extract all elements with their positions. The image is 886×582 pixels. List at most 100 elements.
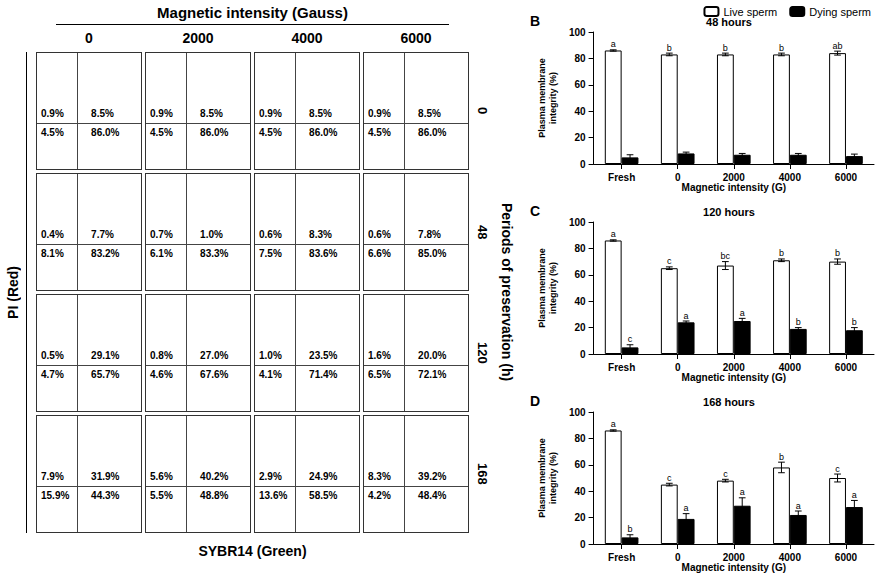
html-text:8.5%: 8.5% xyxy=(200,107,223,119)
html-text:0.9%: 0.9% xyxy=(150,107,173,119)
svg-text:b: b xyxy=(835,248,840,258)
svg-text:a: a xyxy=(611,229,616,239)
html-text:86.0%: 86.0% xyxy=(91,126,120,138)
svg-text:80: 80 xyxy=(574,53,586,64)
html-text:PI (Red): PI (Red) xyxy=(5,266,21,319)
svg-text:b: b xyxy=(779,452,784,462)
html-text:48: 48 xyxy=(474,224,490,240)
svg-text:100: 100 xyxy=(569,407,586,418)
svg-text:4000: 4000 xyxy=(779,552,802,563)
svg-text:168 hours: 168 hours xyxy=(703,396,755,408)
html-text:4.5%: 4.5% xyxy=(368,126,391,138)
svg-text:4000: 4000 xyxy=(779,362,802,373)
svg-text:integrity (%): integrity (%) xyxy=(548,72,558,124)
svg-text:B: B xyxy=(530,13,540,29)
svg-text:Magnetic intensity (G): Magnetic intensity (G) xyxy=(682,562,786,573)
svg-text:6000: 6000 xyxy=(835,552,858,563)
svg-text:a: a xyxy=(740,487,745,497)
svg-text:120 hours: 120 hours xyxy=(703,206,755,218)
svg-text:c: c xyxy=(667,256,672,266)
svg-text:c: c xyxy=(835,464,840,474)
svg-text:b: b xyxy=(852,317,857,327)
svg-text:Plasma membrane: Plasma membrane xyxy=(537,248,547,328)
svg-text:a: a xyxy=(684,311,689,321)
svg-text:b: b xyxy=(779,248,784,258)
svg-text:C: C xyxy=(530,203,540,219)
svg-text:0: 0 xyxy=(675,552,681,563)
svg-text:0: 0 xyxy=(580,349,586,360)
html-text:86.0%: 86.0% xyxy=(309,126,338,138)
svg-text:Magnetic intensity (G): Magnetic intensity (G) xyxy=(682,182,786,193)
svg-text:a: a xyxy=(611,39,616,49)
svg-text:6000: 6000 xyxy=(835,362,858,373)
svg-text:c: c xyxy=(667,473,672,483)
html-text:2000: 2000 xyxy=(182,30,214,46)
html-text:Periods of preservation (h): Periods of preservation (h) xyxy=(499,203,515,382)
html-text:0.9%: 0.9% xyxy=(41,107,64,119)
svg-text:b: b xyxy=(667,43,672,53)
svg-text:a: a xyxy=(852,490,857,500)
svg-text:80: 80 xyxy=(574,433,586,444)
html-text:120: 120 xyxy=(474,342,490,364)
svg-text:Magnetic intensity (G): Magnetic intensity (G) xyxy=(682,372,786,383)
html-text:0.9%: 0.9% xyxy=(259,107,282,119)
html-text:8.5%: 8.5% xyxy=(309,107,332,119)
svg-text:20: 20 xyxy=(574,132,586,143)
svg-text:D: D xyxy=(530,393,540,409)
svg-text:Fresh: Fresh xyxy=(608,172,635,183)
svg-text:b: b xyxy=(779,43,784,53)
svg-text:Fresh: Fresh xyxy=(608,362,635,373)
svg-text:0: 0 xyxy=(580,539,586,550)
svg-text:2000: 2000 xyxy=(723,552,746,563)
svg-text:0: 0 xyxy=(675,172,681,183)
svg-text:a: a xyxy=(611,419,616,429)
svg-text:Dying sperm: Dying sperm xyxy=(809,6,871,18)
svg-text:40: 40 xyxy=(574,106,586,117)
html-text:SYBR14 (Green): SYBR14 (Green) xyxy=(198,543,307,559)
svg-text:Fresh: Fresh xyxy=(608,552,635,563)
svg-text:6000: 6000 xyxy=(835,172,858,183)
html-text:6000: 6000 xyxy=(400,30,432,46)
svg-text:80: 80 xyxy=(574,243,586,254)
svg-text:b: b xyxy=(723,43,728,53)
svg-text:2000: 2000 xyxy=(723,362,746,373)
svg-text:a: a xyxy=(796,501,801,511)
svg-text:bc: bc xyxy=(721,251,731,261)
svg-text:100: 100 xyxy=(569,217,586,228)
html-text:8.5%: 8.5% xyxy=(418,107,441,119)
svg-text:b: b xyxy=(796,317,801,327)
html-text:8.5%: 8.5% xyxy=(91,107,114,119)
svg-text:ab: ab xyxy=(833,41,843,51)
html-text:4000: 4000 xyxy=(291,30,323,46)
svg-text:integrity (%): integrity (%) xyxy=(548,262,558,314)
svg-text:48 hours: 48 hours xyxy=(706,15,752,28)
svg-text:Plasma membrane: Plasma membrane xyxy=(537,58,547,138)
html-text:168: 168 xyxy=(474,463,490,485)
svg-text:20: 20 xyxy=(574,322,586,333)
svg-text:c: c xyxy=(628,334,633,344)
svg-text:integrity (%): integrity (%) xyxy=(548,452,558,504)
svg-text:a: a xyxy=(684,503,689,513)
svg-text:a: a xyxy=(740,308,745,318)
svg-text:c: c xyxy=(723,469,728,479)
svg-text:b: b xyxy=(628,524,633,534)
html-text:4.5%: 4.5% xyxy=(41,126,64,138)
svg-text:60: 60 xyxy=(574,79,586,90)
svg-text:100: 100 xyxy=(569,27,586,38)
svg-text:20: 20 xyxy=(574,512,586,523)
svg-text:60: 60 xyxy=(574,269,586,280)
svg-text:60: 60 xyxy=(574,459,586,470)
svg-text:4000: 4000 xyxy=(779,172,802,183)
svg-text:Plasma membrane: Plasma membrane xyxy=(537,438,547,518)
svg-text:Live sperm: Live sperm xyxy=(723,6,777,18)
html-text:4.5%: 4.5% xyxy=(150,126,173,138)
svg-text:0: 0 xyxy=(580,159,586,170)
html-text:4.5%: 4.5% xyxy=(259,126,282,138)
html-text:86.0%: 86.0% xyxy=(200,126,229,138)
svg-text:0: 0 xyxy=(675,362,681,373)
html-text:0.9%: 0.9% xyxy=(368,107,391,119)
html-text:Magnetic intensity (Gauss): Magnetic intensity (Gauss) xyxy=(157,4,348,21)
svg-text:40: 40 xyxy=(574,486,586,497)
svg-text:2000: 2000 xyxy=(723,172,746,183)
svg-text:40: 40 xyxy=(574,296,586,307)
